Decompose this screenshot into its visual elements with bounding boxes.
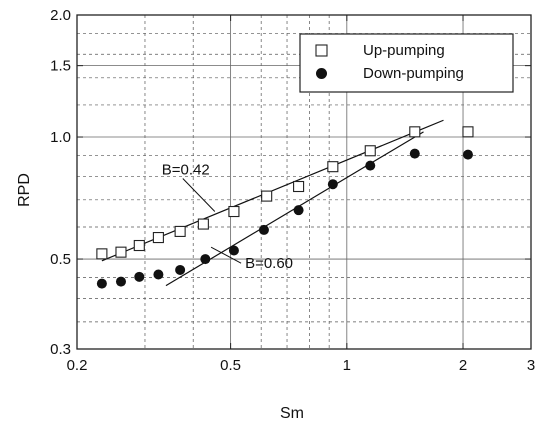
down-pumping-point xyxy=(200,254,211,265)
up-pumping-point xyxy=(228,205,240,218)
down-pumping-point xyxy=(153,269,164,280)
y-tick-label: 0.3 xyxy=(50,341,71,358)
up-pumping-point xyxy=(327,161,339,173)
annotation-b042: B=0.42 xyxy=(162,162,210,179)
fit-annotations: B=0.42 B=0.60 xyxy=(162,162,293,273)
up-pumping-point xyxy=(174,225,186,237)
y-tick-label: 1.0 xyxy=(50,129,71,146)
legend-label-down-pumping: Down-pumping xyxy=(363,65,464,82)
up-pumping-point xyxy=(364,145,376,157)
x-tick-label: 0.5 xyxy=(220,357,241,374)
y-tick-label: 1.5 xyxy=(50,58,71,75)
down-pumping-point xyxy=(293,205,304,216)
up-pumping-point xyxy=(96,248,108,260)
tick-labels: 0.2 0.5 1 2 3 0.3 0.5 1.0 1.5 2.0 xyxy=(50,7,535,374)
data-points xyxy=(96,126,474,289)
down-pumping-point xyxy=(365,160,376,171)
minor-gridlines xyxy=(77,15,531,349)
up-pumping-point xyxy=(409,126,421,138)
y-tick-label: 0.5 xyxy=(50,251,71,268)
y-axis-label: RPD xyxy=(16,173,33,207)
up-pumping-point xyxy=(261,190,273,202)
up-pumping-point xyxy=(152,231,164,244)
annotation-leader xyxy=(182,178,216,212)
x-tick-label: 3 xyxy=(527,357,535,374)
y-tick-label: 2.0 xyxy=(50,7,71,24)
legend-marker-up-pumping xyxy=(315,44,328,57)
down-pumping-point xyxy=(96,278,107,289)
legend: Up-pumping Down-pumping xyxy=(299,33,514,93)
down-pumping-point xyxy=(228,245,239,256)
up-pumping-point xyxy=(133,239,145,252)
up-pumping-point xyxy=(462,126,474,138)
down-pumping-point xyxy=(175,264,186,275)
down-pumping-point xyxy=(462,149,473,160)
annotation-b060: B=0.60 xyxy=(245,255,293,272)
legend-marker-down-pumping xyxy=(316,68,327,79)
down-pumping-point xyxy=(134,271,145,282)
up-pumping-point xyxy=(197,218,209,230)
annotation-leader xyxy=(210,246,242,264)
down-pumping-point xyxy=(115,276,126,287)
x-axis-label: Sm xyxy=(280,405,304,422)
legend-box xyxy=(299,33,514,93)
up-pumping-point xyxy=(115,246,127,258)
x-tick-label: 1 xyxy=(343,357,351,374)
up-pumping-point xyxy=(293,180,305,193)
x-tick-label: 2 xyxy=(459,357,467,374)
down-pumping-point xyxy=(258,224,269,235)
x-tick-label: 0.2 xyxy=(67,357,88,374)
down-pumping-point xyxy=(409,148,420,159)
down-pumping-point xyxy=(327,179,338,190)
plot-frame xyxy=(76,14,532,350)
legend-label-up-pumping: Up-pumping xyxy=(363,42,445,59)
axis-ticks xyxy=(76,14,532,350)
